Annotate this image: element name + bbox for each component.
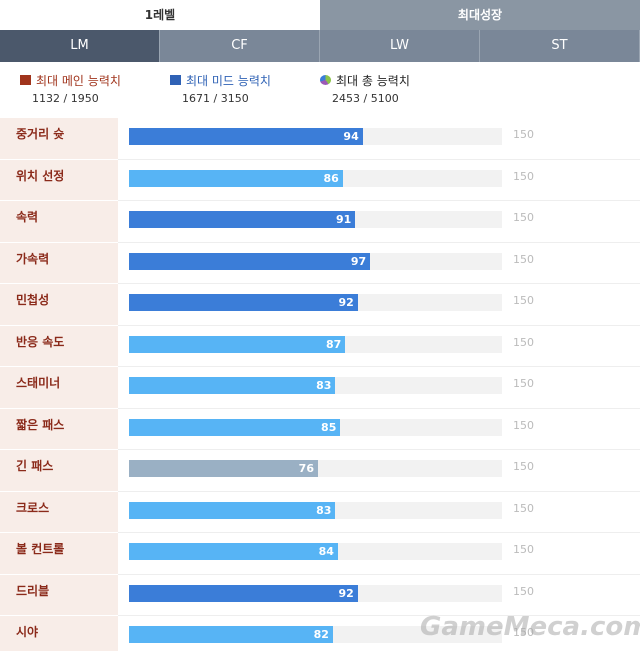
row-line [118,158,640,160]
stat-bar: 86 [129,169,343,187]
stat-bar: 97 [129,252,371,270]
stat-max: 150 [513,584,534,598]
stat-max: 150 [513,501,534,515]
stat-label: 시야 [0,616,118,651]
position-tab[interactable]: LW [320,30,480,62]
summary-value: 1132 / 1950 [32,92,99,105]
summary-icon [20,75,31,85]
stat-max: 150 [513,377,534,390]
position-tab[interactable]: LM [0,30,160,62]
stat-bar: 82 [129,626,333,643]
stat-label: 중거리 슛 [0,118,118,160]
level-tab[interactable]: 1레벨 [0,0,320,30]
stat-label: 긴 패스 [0,450,118,492]
stat-bar: 94 [129,128,363,145]
summary-label: 최대 미드 능력치 [186,74,271,88]
row-line [118,615,640,616]
summary-label: 최대 총 능력치 [336,74,410,88]
stat-bar: 91 [129,211,356,228]
summary-icon [320,75,331,85]
position-tab[interactable]: ST [480,30,640,62]
row-line [118,283,640,284]
stat-max: 150 [513,128,534,141]
summary-value: 2453 / 5100 [332,92,399,105]
stat-bar: 83 [129,377,336,394]
stat-label: 가속력 [0,242,118,284]
stat-label: 볼 컨트롤 [0,533,118,575]
stat-label: 드리블 [0,574,118,616]
row-line [118,200,640,201]
stat-bar: 83 [129,501,336,519]
stat-max: 150 [513,626,534,639]
row-line [118,573,640,575]
level-tab[interactable]: 최대성장 [320,0,640,30]
stat-bar: 92 [129,294,358,311]
stat-label: 스태미너 [0,367,118,409]
stat-max: 150 [513,211,534,224]
stat-label: 반응 속도 [0,325,118,367]
row-line [118,366,640,367]
stat-bar: 92 [129,584,358,602]
stat-bar: 76 [129,460,318,477]
stat-label: 짧은 패스 [0,408,118,450]
watermark: GameMeca.com [420,612,640,642]
summary-label: 최대 메인 능력치 [36,74,121,88]
summary-value: 1671 / 3150 [182,92,249,105]
stat-bar: 87 [129,335,346,353]
stat-bar: 85 [129,418,341,436]
stat-max: 150 [513,460,534,473]
position-tab[interactable]: CF [160,30,320,62]
stat-max: 150 [513,252,534,266]
row-line [118,407,640,409]
stat-max: 150 [513,335,534,349]
stat-max: 150 [513,294,534,307]
row-line [118,324,640,326]
stat-label: 크로스 [0,491,118,533]
row-line [118,241,640,243]
stat-bar: 84 [129,543,338,560]
summary-icon [170,75,181,85]
row-line [118,490,640,492]
stat-max: 150 [513,543,534,556]
row-line [118,532,640,533]
stat-max: 150 [513,418,534,432]
stat-label: 속력 [0,201,118,243]
stat-label: 위치 선정 [0,159,118,201]
stat-label: 민첩성 [0,284,118,326]
row-line [118,449,640,450]
stat-max: 150 [513,169,534,183]
